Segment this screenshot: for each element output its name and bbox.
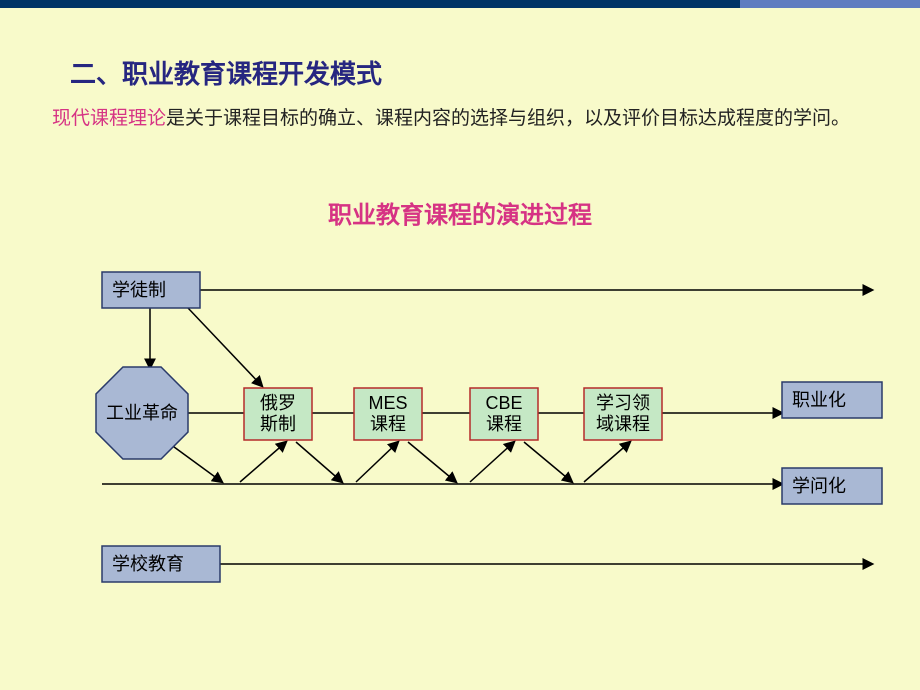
node-academic: 学问化: [782, 468, 882, 504]
intro-rest: 是关于课程目标的确立、课程内容的选择与组织，以及评价目标达成程度的学问。: [166, 108, 850, 129]
top-accent-bar: [0, 0, 920, 8]
intro-text: 现代课程理论是关于课程目标的确立、课程内容的选择与组织，以及评价目标达成程度的学…: [52, 105, 860, 133]
evolution-diagram: 学徒制工业革命 俄罗斯制 MES课程 CBE课程学习领域课程 职业化学问化学校教育: [0, 250, 920, 610]
node-mes: MES课程: [354, 388, 422, 440]
node-cbe: CBE课程: [470, 388, 538, 440]
node-pro: 职业化: [782, 382, 882, 418]
node-apprentice: 学徒制: [102, 272, 200, 308]
node-russia: 俄罗斯制: [244, 388, 312, 440]
node-industrial: 工业革命: [96, 367, 188, 459]
diagram-subtitle: 职业教育课程的演进过程: [0, 195, 920, 230]
intro-keyword: 现代课程理论: [52, 108, 166, 129]
node-school: 学校教育: [102, 546, 220, 582]
page-title: 二、职业教育课程开发模式: [70, 54, 382, 91]
node-learn: 学习领域课程: [584, 388, 662, 440]
